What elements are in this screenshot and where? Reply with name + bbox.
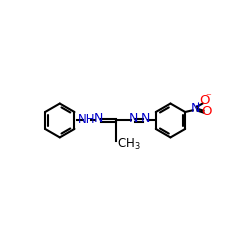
Text: N: N — [94, 112, 103, 126]
Text: N: N — [141, 112, 150, 126]
Text: O: O — [200, 94, 210, 106]
Text: NH: NH — [78, 113, 96, 126]
Text: N: N — [128, 112, 138, 126]
Text: ⁻: ⁻ — [206, 92, 212, 102]
Text: N: N — [190, 102, 200, 115]
Text: +: + — [194, 101, 201, 110]
Text: O: O — [201, 105, 211, 118]
Text: CH$_3$: CH$_3$ — [117, 137, 141, 152]
